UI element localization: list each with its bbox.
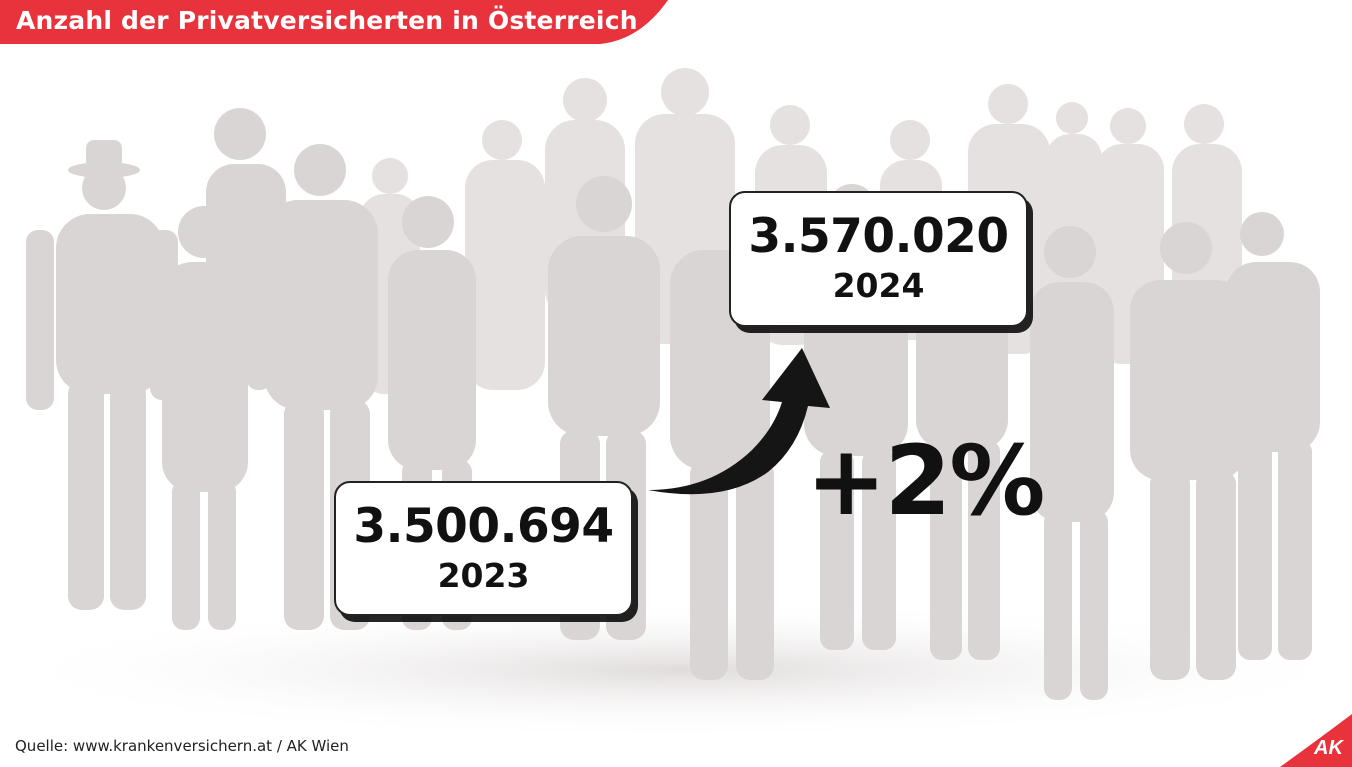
logo-background bbox=[1280, 714, 1352, 767]
stat-year-2023: 2023 bbox=[437, 556, 530, 595]
ak-logo: AK bbox=[1280, 714, 1352, 767]
source-note: Quelle: www.krankenversichern.at / AK Wi… bbox=[15, 737, 349, 755]
percent-change: +2% bbox=[806, 425, 1045, 537]
stat-value-2023: 3.500.694 bbox=[353, 499, 614, 554]
stat-value-2024: 3.570.020 bbox=[748, 209, 1009, 264]
title-banner-shape bbox=[0, 0, 668, 44]
title-banner bbox=[0, 0, 668, 44]
curved-arrow-up-icon bbox=[648, 348, 830, 495]
stat-year-2024: 2024 bbox=[832, 266, 925, 305]
logo-text: AK bbox=[1313, 737, 1344, 759]
page-title: Anzahl der Privatversicherten in Österre… bbox=[16, 6, 638, 35]
stat-box-2024: 3.570.020 2024 bbox=[729, 191, 1028, 327]
stat-box-2023: 3.500.694 2023 bbox=[334, 481, 633, 616]
